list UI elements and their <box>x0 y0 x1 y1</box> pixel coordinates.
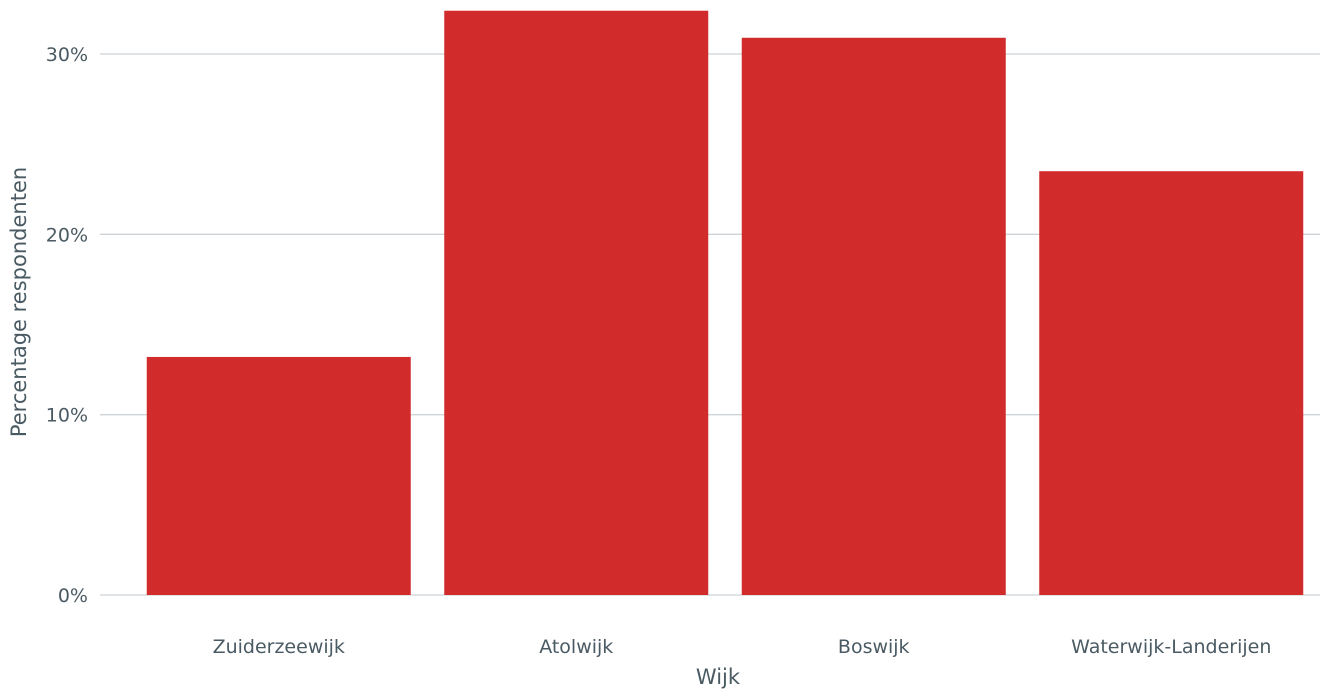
x-tick-label: Waterwijk-Landerijen <box>1071 636 1271 658</box>
y-tick-label: 0% <box>58 585 88 607</box>
x-axis-title: Wijk <box>696 665 741 689</box>
y-axis-ticks: 0% 10% 20% 30% <box>46 44 88 607</box>
bar-waterwijk-landerijen <box>1039 171 1304 595</box>
bar-boswijk <box>741 37 1006 595</box>
x-tick-label: Boswijk <box>838 636 910 658</box>
x-axis-ticks: Zuiderzeewijk Atolwijk Boswijk Waterwijk-La… <box>213 636 1272 658</box>
bar-zuiderzeewijk <box>146 356 411 595</box>
bars <box>146 10 1304 596</box>
x-tick-label: Zuiderzeewijk <box>213 636 345 658</box>
y-tick-label: 10% <box>46 405 88 427</box>
x-tick-label: Atolwijk <box>539 636 613 658</box>
bar-atolwijk <box>444 10 709 596</box>
y-tick-label: 20% <box>46 224 88 246</box>
y-axis-title: Percentage respondenten <box>7 167 31 437</box>
y-tick-label: 30% <box>46 44 88 66</box>
